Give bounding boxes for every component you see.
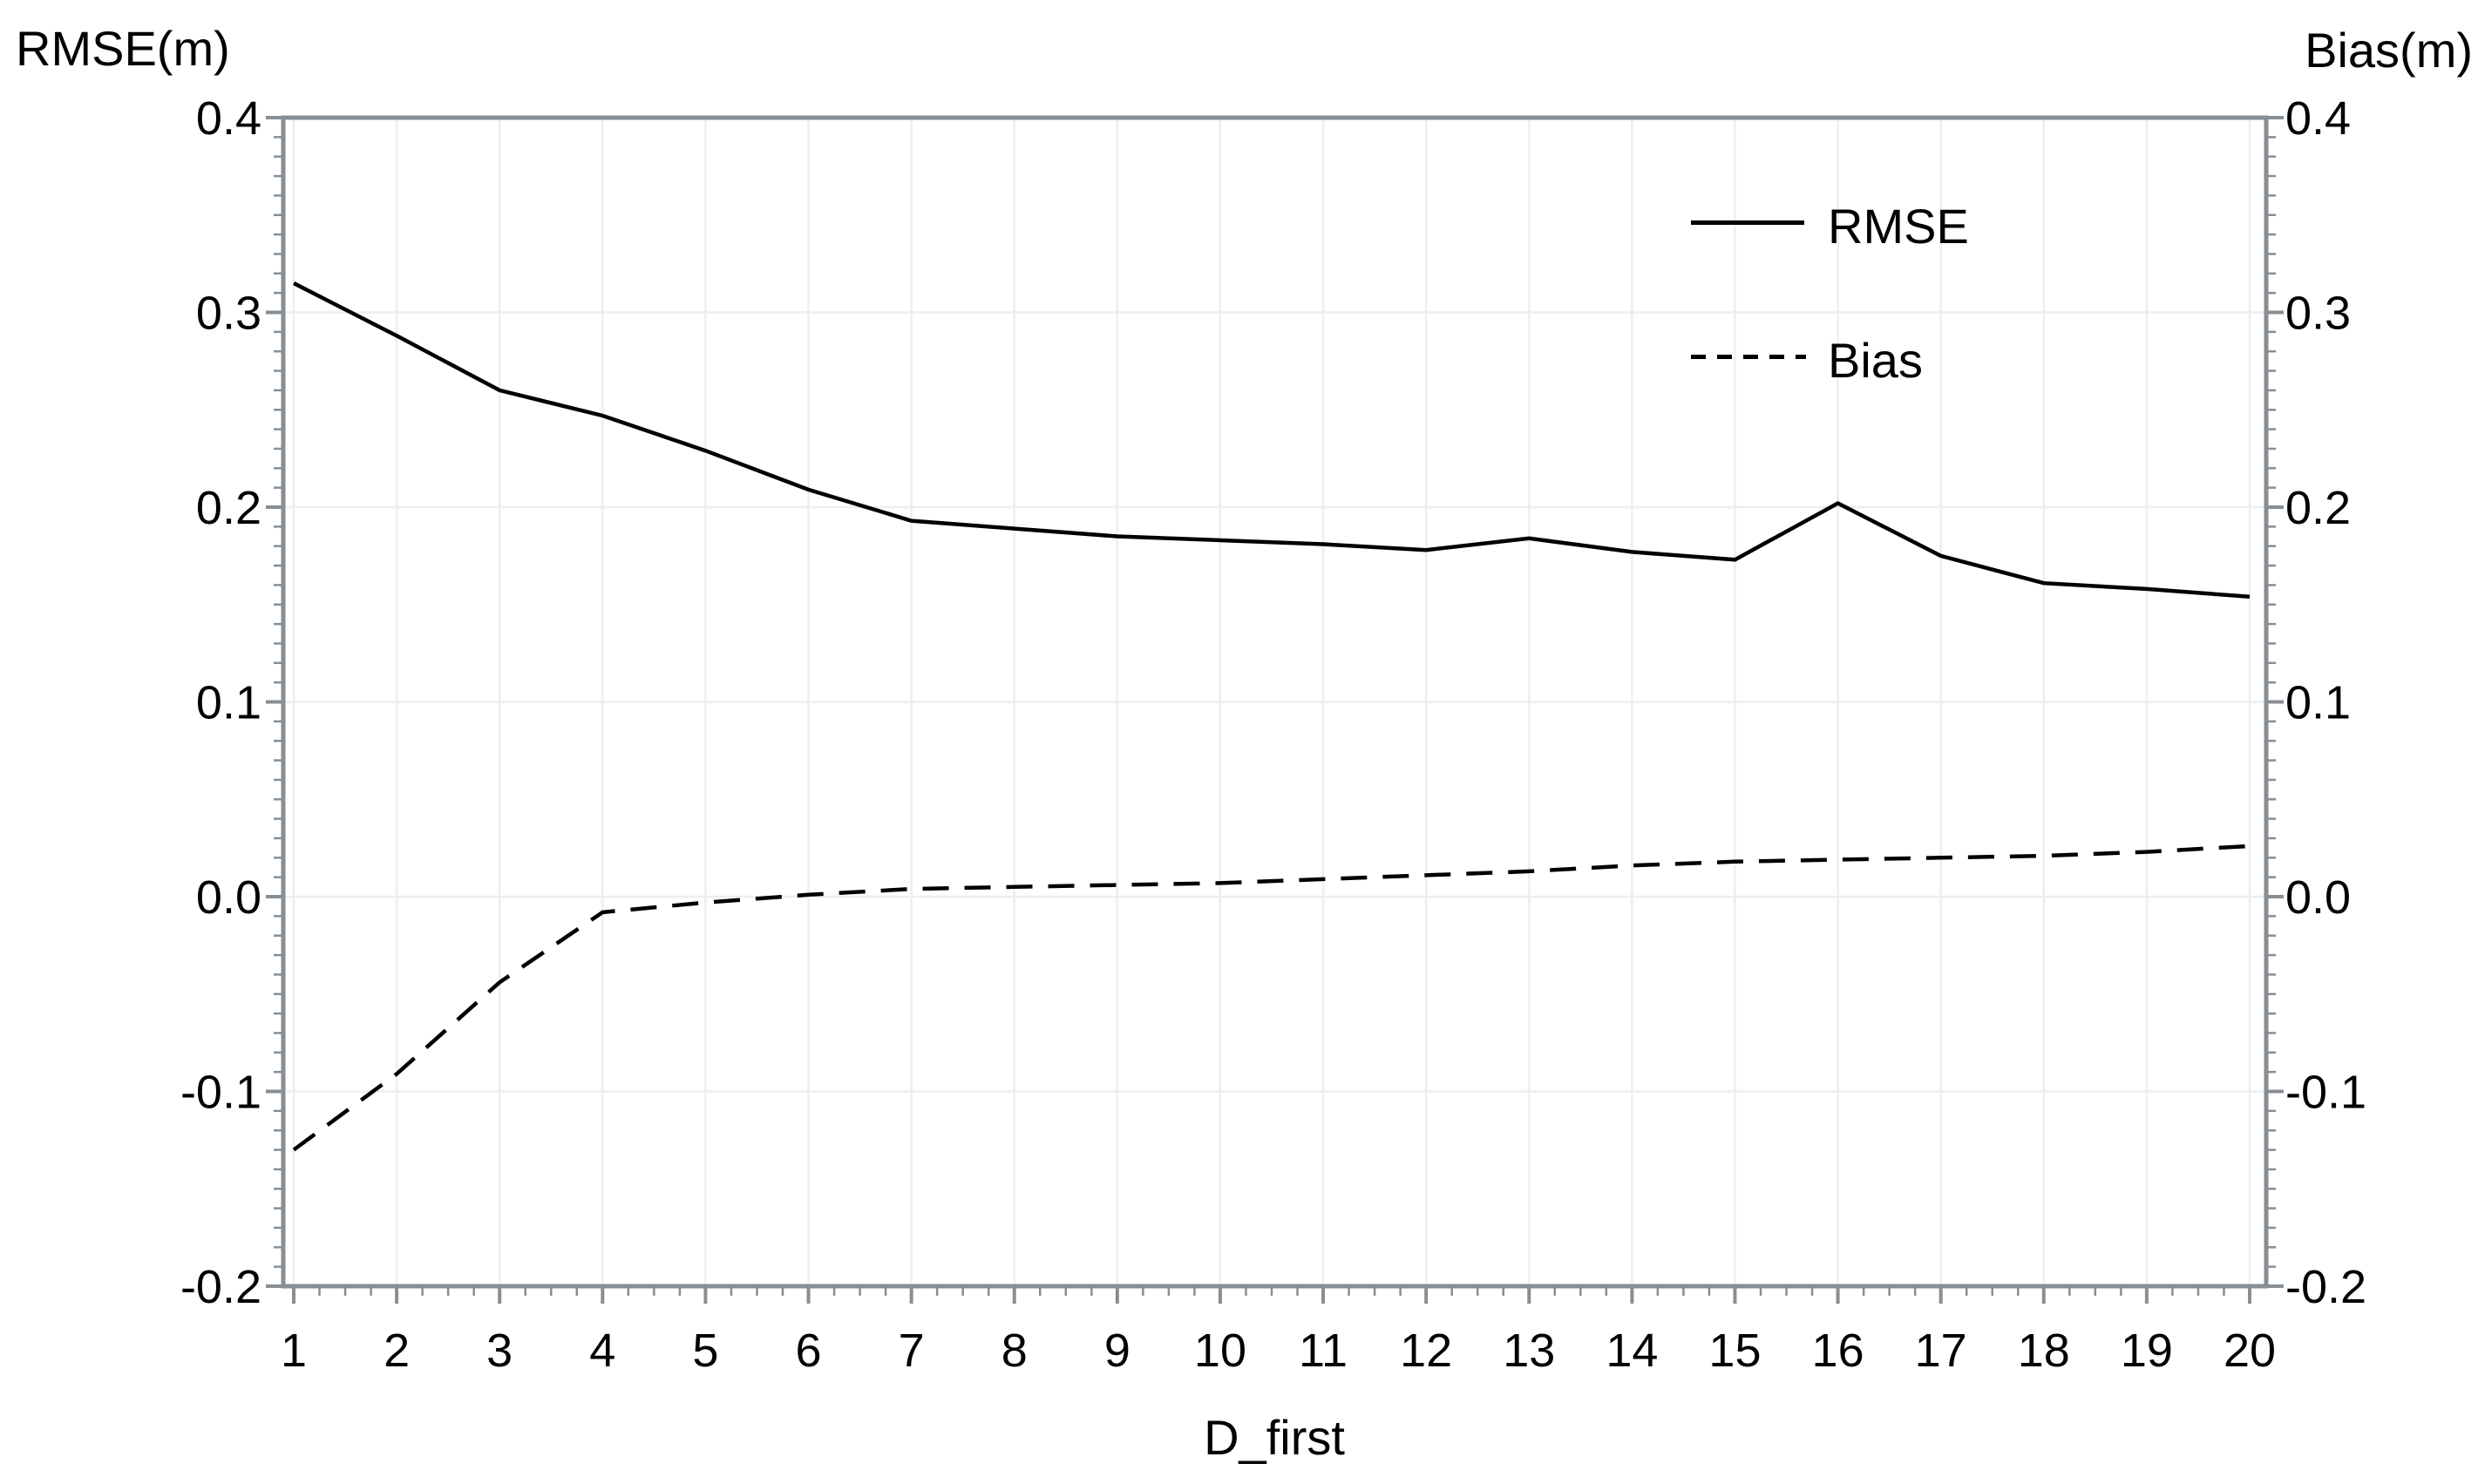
x-axis-tick-label: 13 [1503,1325,1555,1377]
right-axis-tick-label: 0.1 [2285,677,2351,729]
right-axis-tick-label: 0.0 [2285,871,2351,924]
x-axis-tick-label: 15 [1708,1325,1761,1377]
x-axis-tick-label: 12 [1400,1325,1452,1377]
x-axis-tick-label: 10 [1194,1325,1246,1377]
x-axis-tick-label: 9 [1104,1325,1130,1377]
x-axis-tick-label: 8 [1001,1325,1028,1377]
series-line-rmse [292,281,2251,600]
right-axis-tick-label: -0.2 [2285,1261,2366,1313]
x-axis-tick-label: 2 [384,1325,410,1377]
left-axis-tick-label: 0.3 [196,288,261,340]
right-axis-tick-label: 0.3 [2285,288,2351,340]
x-axis-tick-label: 20 [2224,1325,2276,1377]
left-axis-title: RMSE(m) [16,21,230,76]
legend-bias-label: Bias [1828,333,1923,388]
right-axis-title: Bias(m) [2305,23,2473,78]
x-axis-tick-label: 17 [1915,1325,1967,1377]
x-axis-tick-label: 19 [2121,1325,2173,1377]
left-axis-tick-label: 0.4 [196,92,261,145]
left-axis-tick-label: -0.2 [180,1261,261,1313]
x-axis-tick-label: 11 [1299,1325,1348,1377]
left-axis-tick-label: 0.2 [196,482,261,534]
x-axis-tick-label: 16 [1812,1325,1864,1377]
series-line-bias [292,844,2251,1152]
legend-rmse-label: RMSE [1828,199,1969,254]
right-axis-tick-label: -0.1 [2285,1067,2366,1119]
left-axis-tick-label: -0.1 [180,1067,261,1119]
x-axis-tick-label: 3 [486,1325,513,1377]
x-axis-tick-label: 1 [281,1325,307,1377]
legend-bias-line-swatch [1691,355,1806,359]
x-axis-title: D_first [1204,1410,1345,1465]
left-axis-tick-label: 0.1 [196,677,261,729]
x-axis-tick-label: 4 [589,1325,615,1377]
x-axis-tick-label: 14 [1606,1325,1658,1377]
left-axis-tick-label: 0.0 [196,871,261,924]
x-axis-tick-label: 7 [899,1325,925,1377]
legend-rmse-line-swatch [1691,220,1804,225]
x-axis-tick-label: 18 [2018,1325,2070,1377]
x-axis-tick-label: 6 [796,1325,822,1377]
x-axis-tick-label: 5 [692,1325,718,1377]
right-axis-tick-label: 0.2 [2285,482,2351,534]
right-axis-tick-label: 0.4 [2285,92,2351,145]
